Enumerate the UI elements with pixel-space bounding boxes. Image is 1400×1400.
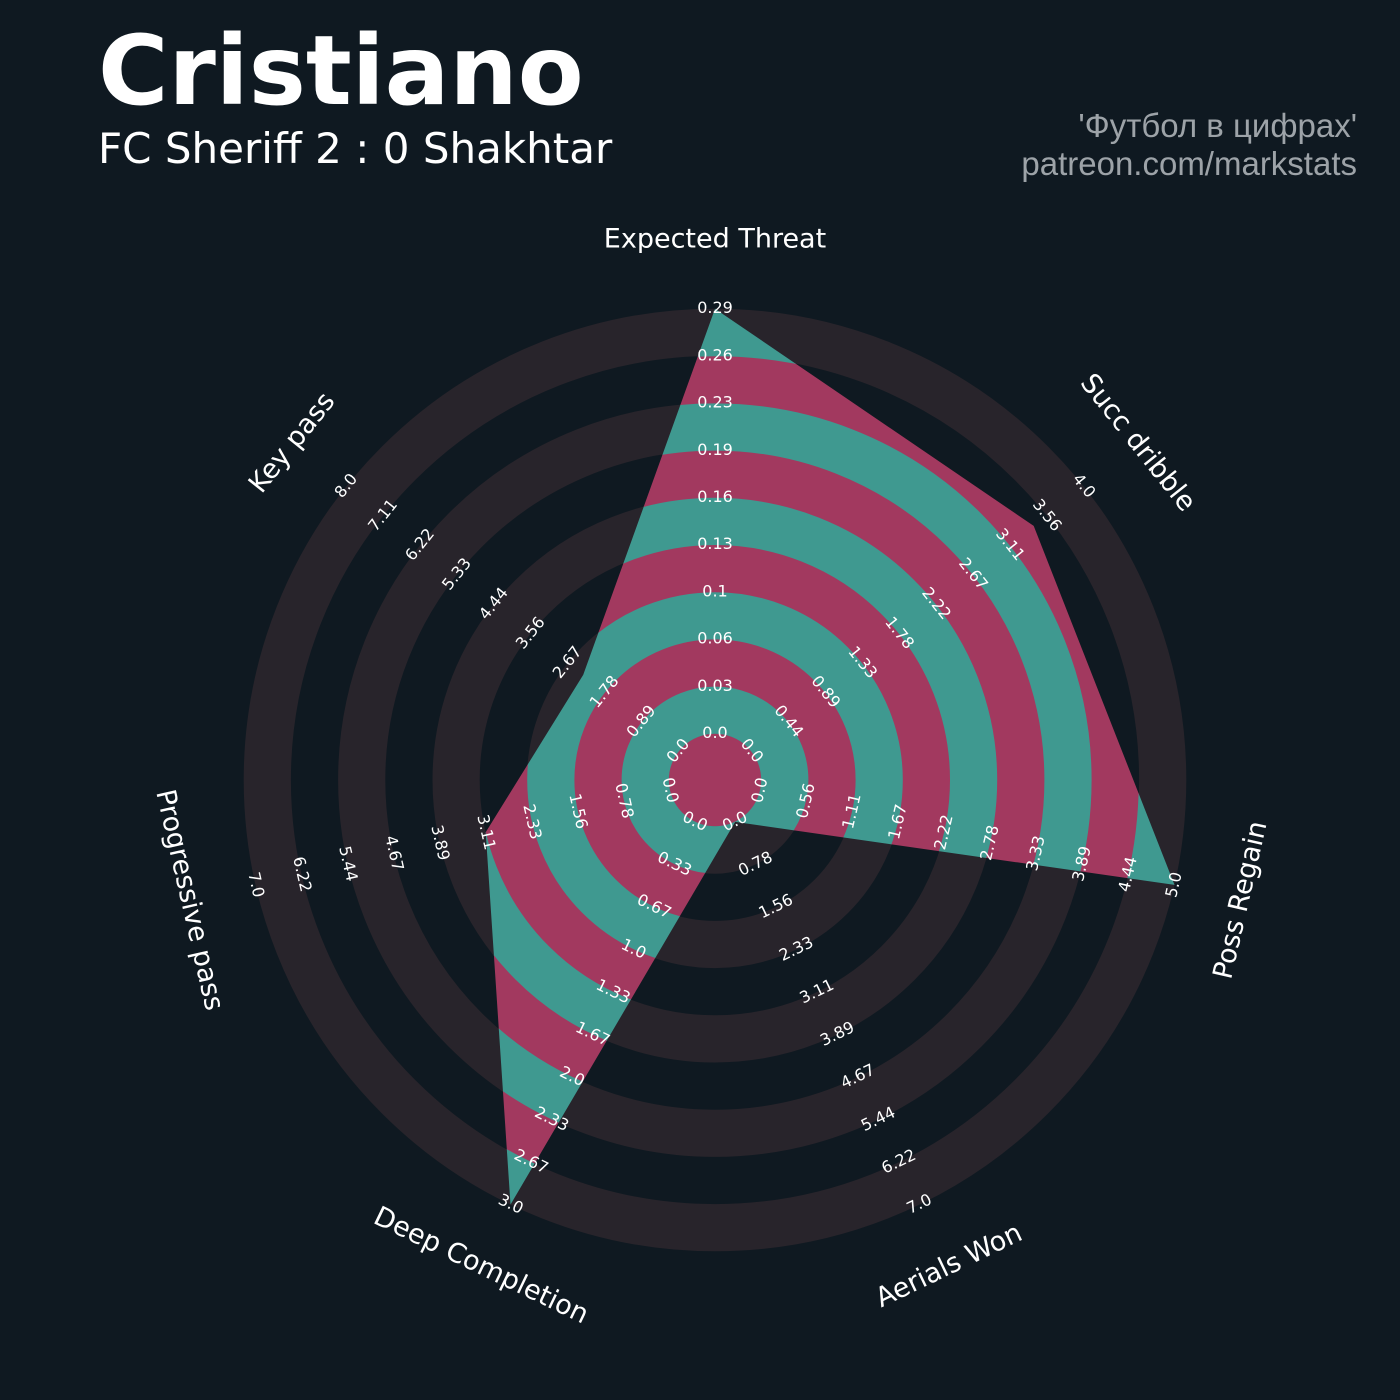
credit-link: patreon.com/markstats (1021, 145, 1357, 182)
tick-label: 0.03 (697, 676, 733, 695)
tick-label: 0.19 (697, 440, 733, 459)
match-subtitle: FC Sheriff 2 : 0 Shakhtar (98, 124, 613, 173)
tick-label: 0.13 (697, 534, 733, 553)
param-label: Expected Threat (604, 224, 826, 255)
player-name-title: Cristiano (98, 15, 584, 127)
tick-label: 0.0 (702, 723, 727, 742)
tick-label: 0.29 (697, 298, 733, 317)
tick-label: 0.06 (697, 629, 733, 648)
polygon-band (668, 733, 762, 827)
tick-label: 0.1 (702, 581, 727, 600)
polygon-band (621, 686, 810, 875)
tick-label: 0.23 (697, 393, 733, 412)
tick-label: 0.26 (697, 345, 733, 364)
credit-source: 'Футбол в цифрах' (1078, 107, 1357, 144)
tick-label: 0.16 (697, 487, 733, 506)
